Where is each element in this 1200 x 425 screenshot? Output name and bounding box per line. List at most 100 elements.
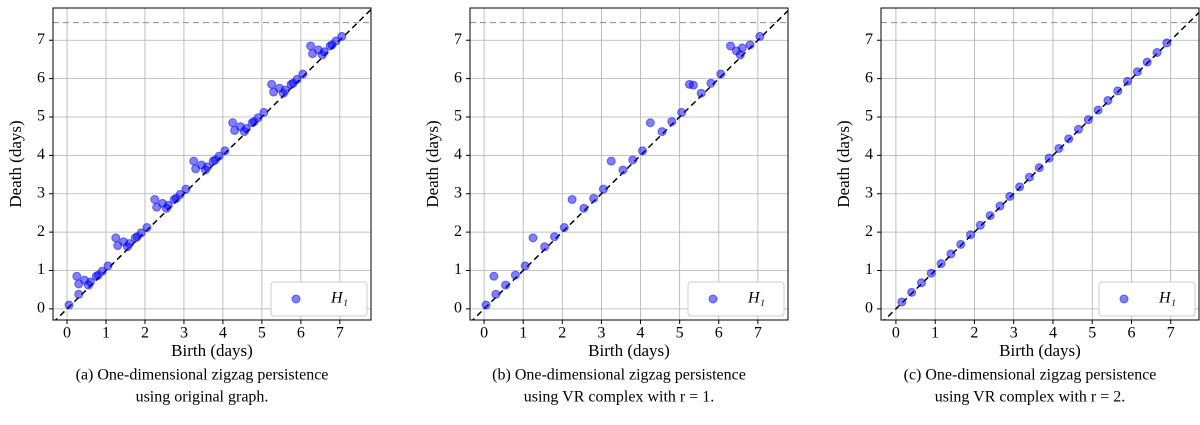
chart: 0 1 2 3 4 5 6 7 0 1 2 3 4 5 6 7 Birth (days) Death (days)…: [834, 7, 1200, 406]
point: [966, 230, 976, 240]
point: [1064, 134, 1074, 144]
x-tick-label: 6: [1127, 325, 1135, 342]
x-tick-label: 2: [141, 325, 149, 342]
y-tick-label: 2: [865, 223, 873, 240]
y-tick-label: 3: [454, 184, 462, 201]
point: [1103, 95, 1113, 105]
point: [97, 266, 107, 276]
point: [489, 271, 499, 281]
x-tick-label: 6: [715, 325, 723, 342]
legend-marker: [291, 294, 301, 304]
legend-box: [270, 281, 368, 317]
point: [598, 184, 608, 194]
y-tick-label: 5: [37, 108, 45, 125]
point: [491, 289, 501, 299]
point: [755, 31, 765, 41]
point: [916, 278, 926, 288]
point: [1093, 105, 1103, 115]
caption: using VR complex with r = 2.: [935, 389, 1126, 406]
point: [501, 280, 511, 290]
point: [142, 223, 152, 233]
point: [181, 184, 191, 194]
x-tick-label: 5: [676, 325, 684, 342]
point: [1034, 163, 1044, 173]
x-tick-label: 4: [637, 325, 645, 342]
point: [677, 107, 687, 117]
point: [975, 220, 985, 230]
point: [956, 239, 966, 249]
point: [618, 165, 628, 175]
y-tick-label: 0: [37, 300, 45, 317]
point: [1132, 67, 1142, 77]
point: [247, 118, 257, 128]
point: [706, 78, 716, 88]
point: [696, 88, 706, 98]
x-tick-label: 0: [480, 325, 488, 342]
x-tick-label: 1: [931, 325, 939, 342]
point: [1044, 153, 1054, 163]
caption: (c) One-dimensional zigzag persistence: [904, 367, 1157, 384]
x-tick-label: 1: [102, 325, 110, 342]
point: [292, 74, 302, 84]
legend-box: [1098, 281, 1196, 317]
point: [241, 124, 251, 134]
point: [85, 277, 95, 287]
y-tick-label: 3: [37, 184, 45, 201]
point: [228, 118, 238, 128]
point: [667, 117, 677, 127]
x-tick-label: 3: [597, 325, 605, 342]
point: [559, 223, 569, 233]
y-tick-label: 5: [865, 108, 873, 125]
point: [657, 127, 667, 137]
y-tick-label: 7: [865, 31, 873, 48]
y-tick-label: 6: [865, 69, 873, 86]
point: [1142, 57, 1152, 67]
x-tick-label: 4: [1049, 325, 1057, 342]
point: [1123, 76, 1133, 86]
point: [163, 200, 173, 210]
x-tick-label: 7: [1167, 325, 1175, 342]
chart: 0 1 2 3 4 5 6 7 0 1 2 3 4 5 6 7 Birth (days) Death (days)…: [6, 7, 372, 406]
point: [325, 41, 335, 51]
point: [985, 211, 995, 221]
point: [259, 107, 269, 117]
x-tick-label: 0: [63, 325, 71, 342]
y-tick-label: 5: [454, 108, 462, 125]
x-tick-label: 5: [1088, 325, 1096, 342]
y-axis-label: Death (days): [834, 120, 853, 207]
point: [579, 203, 589, 213]
chart: 0 1 2 3 4 5 6 7 0 1 2 3 4 5 6 7 Birth (days) Death (days)…: [423, 7, 789, 406]
caption: (a) One-dimensional zigzag persistence: [76, 367, 329, 384]
point: [306, 41, 316, 51]
x-tick-label: 2: [970, 325, 978, 342]
point: [745, 40, 755, 50]
y-tick-label: 4: [37, 146, 45, 163]
point: [589, 193, 599, 203]
y-tick-label: 1: [454, 261, 462, 278]
point: [995, 201, 1005, 211]
y-tick-label: 6: [37, 69, 45, 86]
point: [936, 259, 946, 269]
point: [91, 271, 101, 281]
legend-marker: [1119, 294, 1129, 304]
x-tick-label: 5: [258, 325, 266, 342]
legend-label: H₁: [1158, 290, 1176, 307]
x-tick-label: 0: [892, 325, 900, 342]
point: [528, 233, 538, 243]
point: [220, 146, 230, 156]
point: [1005, 191, 1015, 201]
point: [1152, 48, 1162, 58]
point: [319, 47, 329, 57]
y-tick-label: 1: [37, 261, 45, 278]
y-tick-label: 0: [454, 300, 462, 317]
point: [520, 261, 530, 271]
point: [907, 287, 917, 297]
x-axis-label: Birth (days): [171, 341, 253, 360]
point: [1113, 86, 1123, 96]
point: [645, 118, 655, 128]
y-axis-label: Death (days): [423, 120, 442, 207]
point: [169, 194, 179, 204]
point: [567, 194, 577, 204]
point: [897, 297, 907, 307]
